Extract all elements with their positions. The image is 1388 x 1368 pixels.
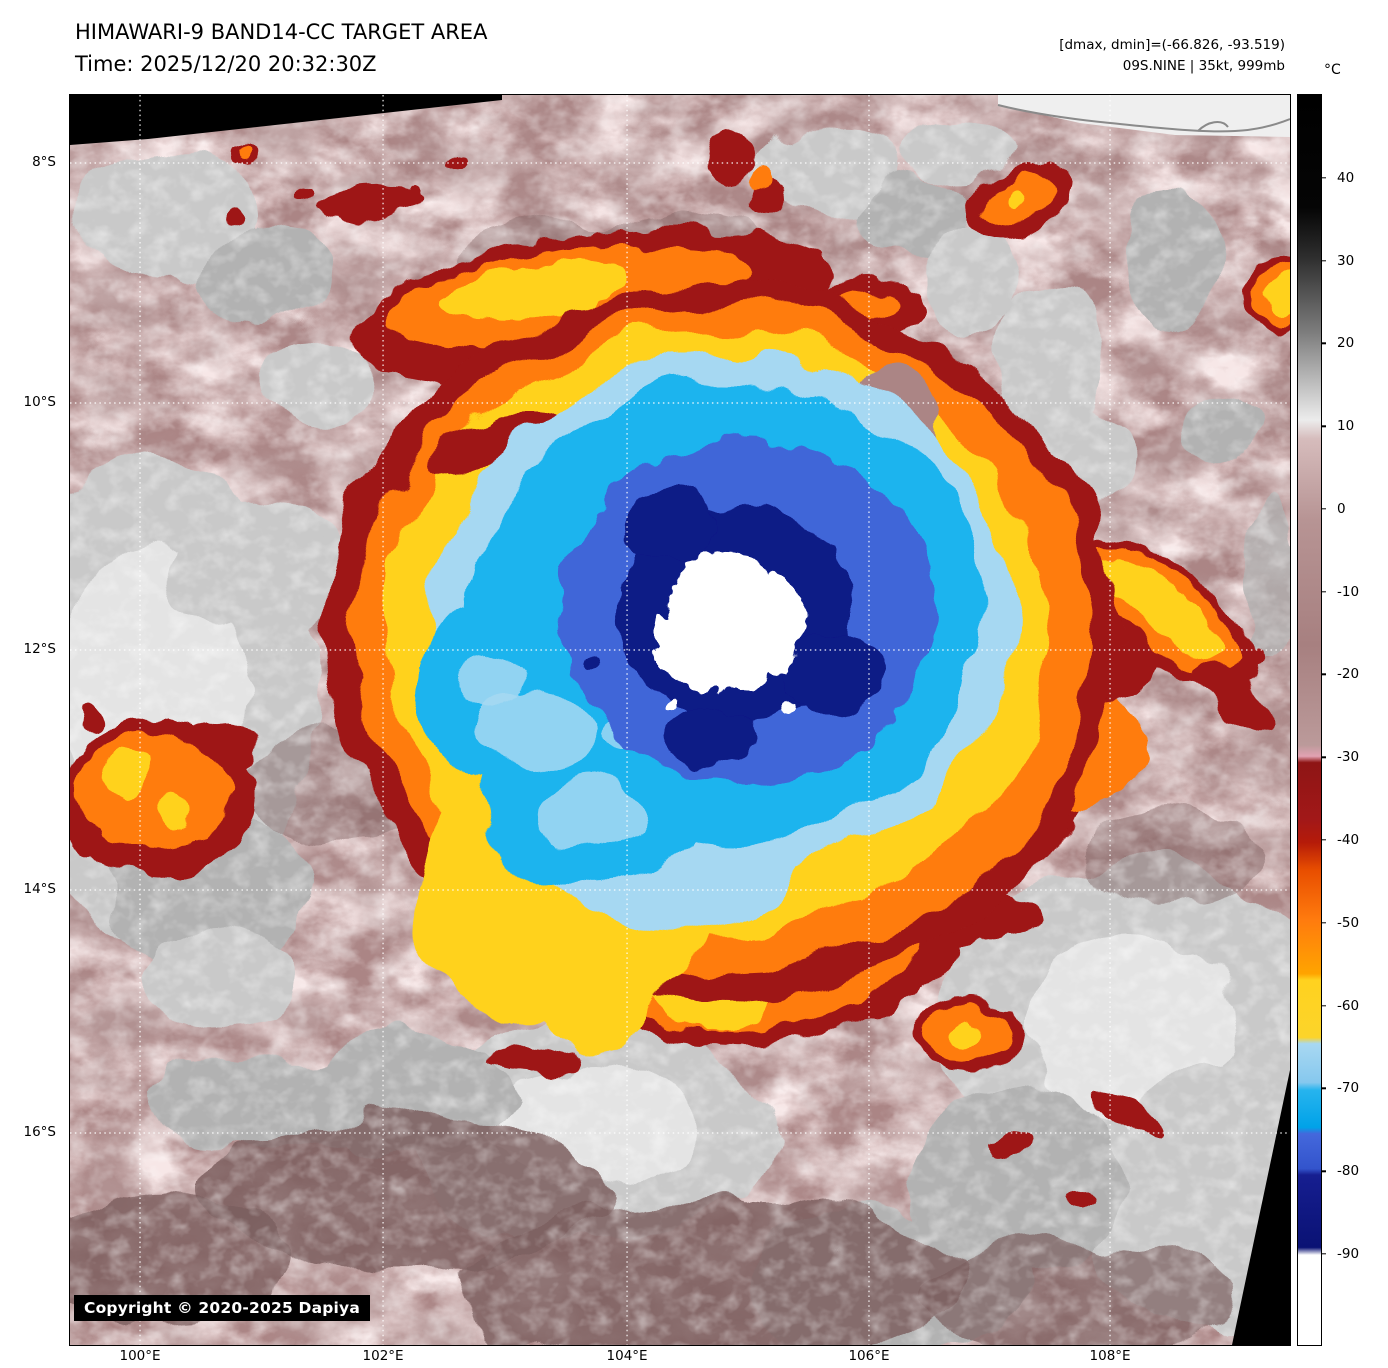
header-right: [dmax, dmin]=(-66.826, -93.519) 09S.NINE… xyxy=(1059,35,1285,77)
latitude-tick-label: 14°S xyxy=(23,881,57,897)
longitude-tick-label: 100°E xyxy=(119,1348,161,1364)
colorbar-tickmark xyxy=(1322,259,1326,262)
colorbar-tick-label: 30 xyxy=(1337,252,1355,269)
longitude-tick-label: 106°E xyxy=(848,1348,890,1364)
colorbar-tickmark xyxy=(1322,1170,1326,1172)
longitude-axis: 100°E 102°E 104°E 106°E 108°E xyxy=(70,1348,1290,1368)
longitude-tick-label: 102°E xyxy=(362,1348,404,1364)
storm-info: 09S.NINE | 35kt, 999mb xyxy=(1122,58,1285,74)
colorbar-unit-label: °C xyxy=(1324,62,1341,78)
colorbar-tick-label: -50 xyxy=(1337,914,1360,931)
colorbar-tick-label: -80 xyxy=(1337,1163,1360,1180)
latitude-tick-label: 8°S xyxy=(32,154,56,170)
colorbar-tick-label: -30 xyxy=(1337,749,1360,766)
scan-edge-bottom-right xyxy=(1232,1070,1290,1345)
scan-edge-top-left xyxy=(70,95,502,145)
colorbar-tick-label: 0 xyxy=(1337,500,1346,517)
coastline xyxy=(997,104,1290,133)
colorbar-tickmark xyxy=(1322,1087,1326,1090)
coastline-detail xyxy=(1197,121,1229,132)
colorbar-tick-label: -10 xyxy=(1337,583,1360,600)
colorbar-tick-label: -90 xyxy=(1337,1245,1360,1262)
colorbar-tick-label: -40 xyxy=(1337,832,1360,849)
latitude-axis: 8°S 10°S 12°S 14°S 16°S xyxy=(0,95,62,1345)
colorbar-tickmark xyxy=(1322,673,1326,676)
longitude-tick-label: 108°E xyxy=(1089,1348,1131,1364)
cyclone-cold-center xyxy=(650,552,807,714)
satellite-image xyxy=(70,95,1290,1345)
land-area-top-right xyxy=(998,95,1290,137)
latitude-tick-label: 12°S xyxy=(23,641,57,657)
page-title: HIMAWARI-9 BAND14-CC TARGET AREA xyxy=(75,20,488,44)
colorbar-tickmark xyxy=(1322,590,1326,593)
colorbar-tickmark xyxy=(1322,177,1326,179)
colorbar-tickmark xyxy=(1322,342,1326,345)
colorbar-tick-labels: 40 30 20 10 0 -10 -20 -30 -40 -50 -60 -70 -80 -90 xyxy=(1322,95,1387,1345)
colorbar-tick-label: -60 xyxy=(1337,997,1360,1014)
copyright-badge: Copyright © 2020-2025 Dapiya xyxy=(74,1295,371,1321)
colorbar-tickmark xyxy=(1322,922,1326,924)
colorbar-tick-label: -20 xyxy=(1337,666,1360,683)
colorbar-tickmark xyxy=(1322,508,1326,510)
colorbar-tickmark xyxy=(1322,839,1326,841)
timestamp: Time: 2025/12/20 20:32:30Z xyxy=(75,52,377,76)
colorbar-tickmark xyxy=(1322,756,1326,758)
colorbar-tickmark xyxy=(1322,1004,1326,1007)
longitude-tick-label: 104°E xyxy=(606,1348,648,1364)
latitude-tick-label: 16°S xyxy=(23,1124,57,1140)
colorbar-tick-label: 40 xyxy=(1337,169,1355,186)
temperature-colorbar xyxy=(1297,94,1322,1346)
colorbar-tick-label: -70 xyxy=(1337,1080,1360,1097)
latitude-tick-label: 10°S xyxy=(23,394,57,410)
colorbar-tick-label: 20 xyxy=(1337,335,1355,352)
dmax-dmin-readout: [dmax, dmin]=(-66.826, -93.519) xyxy=(1059,37,1285,53)
satellite-map: Copyright © 2020-2025 Dapiya xyxy=(69,94,1291,1346)
colorbar-tickmark xyxy=(1322,1253,1326,1255)
colorbar-tickmark xyxy=(1322,425,1326,427)
colorbar-tick-label: 10 xyxy=(1337,418,1355,435)
